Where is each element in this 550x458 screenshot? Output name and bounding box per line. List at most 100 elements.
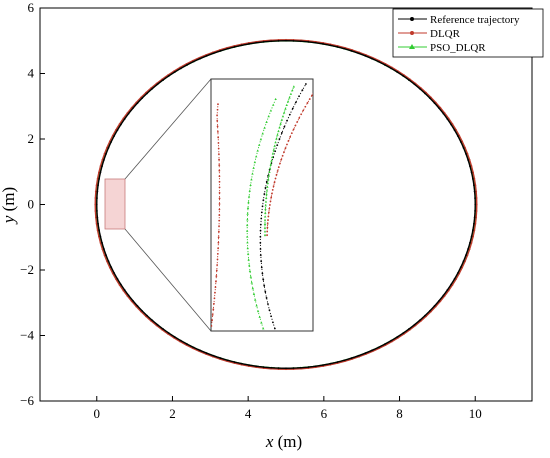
legend-item-pso-dlqr: PSO_DLQR [398, 42, 486, 54]
inset-dlqr-right-marker [298, 117, 301, 119]
series-marker-reference [474, 197, 476, 199]
series-marker-reference [474, 203, 477, 206]
series-marker-reference [226, 359, 229, 362]
series-marker-reference [179, 67, 182, 70]
series-marker-dlqr [468, 248, 471, 251]
series-marker-dlqr [470, 165, 473, 167]
inset-dlqr-right-marker [266, 223, 269, 225]
inset-reference-marker [260, 266, 263, 269]
series-marker-reference [371, 57, 373, 60]
inset-dlqr-left-marker [218, 164, 221, 167]
series-marker-reference [96, 210, 98, 212]
inset-dlqr-left-marker [216, 131, 219, 133]
inset-dlqr-left-marker [217, 103, 219, 106]
series-marker-reference [462, 146, 465, 149]
series-marker-reference [127, 294, 130, 297]
inset-pso-left-marker [248, 269, 252, 273]
inset-pso-right-marker [291, 88, 294, 92]
inset-pso-right-marker [265, 193, 268, 196]
series-marker-reference [470, 235, 473, 238]
series-marker-reference [336, 45, 339, 48]
inset-dlqr-left-marker [212, 308, 215, 311]
series-marker-dlqr [94, 203, 97, 206]
inset-pso-left-marker [274, 97, 277, 101]
series-marker-reference [107, 146, 110, 149]
inset-reference-marker [264, 290, 267, 293]
series-marker-reference [285, 39, 287, 42]
series-marker-reference [456, 135, 459, 137]
series-marker-reference [123, 289, 126, 291]
series-marker-reference [446, 289, 449, 291]
series-marker-reference [162, 79, 165, 81]
inset-reference-marker [301, 89, 304, 92]
series-marker-reference [390, 67, 393, 70]
inset-pso-right-marker [275, 137, 278, 140]
series-marker-dlqr [111, 134, 114, 137]
y-tick-label: −2 [20, 262, 34, 277]
series-marker-reference [173, 71, 176, 73]
series-marker-reference [262, 40, 265, 43]
series-marker-dlqr [96, 229, 99, 232]
series-marker-dlqr [108, 140, 111, 143]
main-series-group [94, 38, 478, 371]
series-marker-dlqr [458, 134, 461, 137]
x-tick-label: 4 [245, 406, 252, 421]
inset-dlqr-left-marker [218, 158, 220, 161]
series-marker-reference [96, 216, 99, 219]
series-marker-reference [98, 229, 100, 232]
y-tick-label: −6 [20, 393, 34, 408]
series-marker-dlqr [95, 222, 98, 225]
inset-reference-marker [259, 242, 262, 244]
inset-pso-left-marker [262, 327, 265, 330]
inset-pso-right-marker [267, 174, 271, 177]
inset-pso-left-marker [253, 160, 257, 164]
series-marker-reference [390, 339, 393, 342]
series-marker-reference [102, 248, 105, 250]
series-marker-reference [97, 184, 99, 187]
inset-pso-left-marker [269, 109, 273, 112]
series-marker-dlqr [96, 177, 99, 180]
series-marker-dlqr [99, 165, 102, 167]
inset-dlqr-left-marker [218, 219, 221, 222]
inset-dlqr-left-marker [216, 114, 218, 117]
series-marker-reference [307, 366, 310, 369]
series-marker-reference [277, 367, 280, 370]
series-marker-reference [314, 41, 317, 44]
inset-pso-left-marker [263, 126, 266, 129]
series-marker-reference [473, 216, 476, 219]
series-marker-reference [428, 309, 431, 312]
series-marker-reference [199, 57, 201, 60]
inset-reference-marker [260, 211, 263, 214]
inset-reference-marker [291, 107, 294, 110]
inset-dlqr-left-marker [216, 125, 219, 128]
series-marker-reference [285, 367, 287, 370]
legend-marker-reference [410, 17, 414, 21]
inset-dlqr-left-marker [218, 203, 221, 205]
series-marker-reference [101, 165, 103, 168]
series-marker-reference [292, 39, 295, 42]
zoom-connector-bottom [124, 228, 212, 332]
series-marker-reference [255, 41, 258, 44]
series-marker-reference [350, 49, 353, 52]
inset-dlqr-left-marker [216, 264, 219, 266]
inset-pso-left-marker [272, 103, 275, 106]
series-marker-reference [329, 44, 332, 47]
inset-dlqr-left-marker [218, 225, 220, 228]
series-marker-reference [248, 364, 250, 367]
inset-dlqr-left-marker [217, 230, 220, 233]
inset-pso-right-marker [265, 196, 268, 199]
series-marker-dlqr [94, 216, 97, 219]
inset-pso-left-marker [261, 132, 264, 135]
inset-pso-left-marker [246, 223, 249, 227]
inset-pso-right-marker [276, 133, 279, 136]
inset-dlqr-left-marker [214, 286, 217, 289]
series-marker-reference [442, 294, 445, 297]
inset-dlqr-right-marker [271, 188, 274, 191]
series-marker-reference [307, 40, 310, 43]
inset-dlqr-left-marker [212, 302, 215, 305]
inset-dlqr-right-marker [274, 177, 277, 180]
inset-dlqr-right-marker [302, 109, 305, 112]
inset-dlqr-right-marker [311, 94, 313, 97]
inset-dlqr-right-marker [313, 91, 315, 93]
inset-reference-marker [259, 248, 262, 250]
